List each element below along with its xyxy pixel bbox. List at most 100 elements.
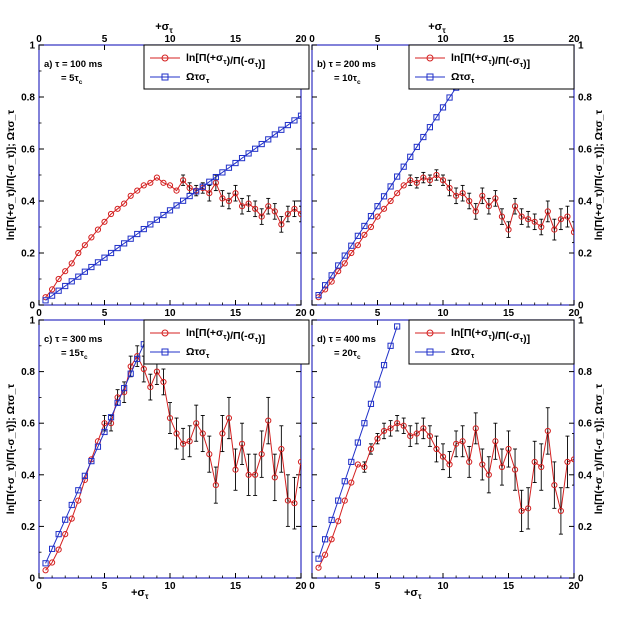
data-point-circle bbox=[278, 221, 285, 228]
panel-a: 005510101515202000.20.40.60.81ln[Π(+σ_τ)… bbox=[5, 21, 310, 319]
data-point-circle bbox=[206, 190, 213, 197]
y-tick-label: 0.6 bbox=[21, 419, 35, 430]
y-tick-label: 1 bbox=[578, 316, 584, 327]
data-point-circle bbox=[284, 210, 291, 218]
data-point-circle bbox=[297, 458, 301, 465]
panel-label-tau: = 20τc bbox=[334, 348, 361, 361]
y-tick-label: 0.8 bbox=[578, 367, 592, 378]
data-point-square bbox=[127, 370, 134, 377]
data-point-circle bbox=[75, 249, 82, 257]
data-point-square bbox=[407, 153, 414, 160]
x-axis-label-bottom-main: +σ bbox=[131, 587, 145, 599]
x-axis-label-bottom: +στ bbox=[404, 587, 422, 601]
data-point-circle bbox=[291, 500, 298, 507]
data-point-square bbox=[433, 114, 440, 121]
y-tick-label: 0.2 bbox=[21, 522, 35, 533]
legend-red-part: )/Π(-σ bbox=[492, 330, 520, 342]
data-point-circle bbox=[420, 174, 427, 181]
legend-label-blue: Ωτστ bbox=[186, 346, 210, 360]
data-point-circle bbox=[284, 497, 291, 504]
data-point-circle bbox=[258, 213, 265, 220]
data-point-circle bbox=[413, 430, 420, 437]
legend-red-part: )/Π(-σ bbox=[227, 330, 255, 342]
data-point-square bbox=[88, 263, 95, 271]
legend-marker-red bbox=[426, 54, 434, 62]
data-point-circle bbox=[107, 210, 115, 218]
data-point-circle bbox=[374, 435, 381, 442]
x-axis-label-top-sub: τ bbox=[169, 26, 173, 35]
data-point-circle bbox=[114, 205, 121, 212]
data-point-circle bbox=[173, 187, 180, 194]
data-point-circle bbox=[374, 213, 381, 220]
data-point-circle bbox=[271, 474, 278, 481]
data-point-square bbox=[81, 472, 88, 479]
legend: ln[Π(+στ)/Π(-στ)]Ωτστ bbox=[408, 319, 575, 365]
y-tick-label: 0 bbox=[578, 574, 584, 585]
panel-label-tau-sub: c bbox=[357, 79, 361, 86]
data-point-square bbox=[94, 443, 102, 450]
data-point-square bbox=[62, 516, 69, 523]
data-point-square bbox=[62, 282, 69, 290]
data-point-square bbox=[361, 420, 368, 427]
data-point-circle bbox=[498, 463, 506, 471]
legend-blue-main: Ωτσ bbox=[186, 71, 206, 83]
legend-marker-red bbox=[161, 54, 169, 62]
panel-d: 0 5 10 15 2000.20.40.60.81ln[Π(+σ_τ)/Π(-σ_τ)… bbox=[309, 316, 605, 602]
data-point-square bbox=[42, 560, 49, 567]
data-point-circle bbox=[147, 179, 154, 186]
legend-red-part: ln[Π(+σ bbox=[451, 52, 488, 64]
y-tick-label: 0.4 bbox=[578, 470, 592, 481]
y-axis-label: ln[Π(+σ_τ)/Π(-σ_τ)]; Ωτσ_τ bbox=[593, 110, 605, 241]
legend-box bbox=[143, 319, 310, 365]
data-point-circle bbox=[193, 420, 200, 427]
series-line-red bbox=[318, 174, 574, 298]
y-tick-label: 0 bbox=[578, 301, 584, 312]
x-tick-label-top: 20 bbox=[295, 34, 307, 45]
data-point-circle bbox=[492, 438, 499, 445]
legend-box bbox=[408, 44, 575, 90]
y-tick-label: 1 bbox=[578, 41, 584, 52]
legend-red-part: )] bbox=[258, 58, 265, 70]
data-point-square bbox=[354, 439, 361, 446]
x-axis-label-top: +στ bbox=[155, 21, 173, 35]
series-line-blue bbox=[318, 87, 457, 296]
x-tick-label-top: 15 bbox=[503, 34, 515, 45]
data-point-circle bbox=[206, 451, 213, 458]
data-point-circle bbox=[81, 476, 88, 484]
data-point-circle bbox=[225, 197, 233, 205]
series-line-blue bbox=[45, 115, 301, 301]
y-axis-label: ln[Π(+σ_τ)/Π(-σ_τ)]; Ωτσ_τ bbox=[5, 110, 17, 241]
data-point-circle bbox=[420, 425, 427, 432]
legend-red-part: ln[Π(+σ bbox=[451, 327, 488, 339]
data-point-circle bbox=[459, 438, 466, 445]
data-point-square bbox=[265, 136, 272, 143]
data-point-circle bbox=[485, 203, 492, 210]
data-point-circle bbox=[238, 440, 246, 447]
x-tick-label-top: 5 bbox=[102, 34, 108, 45]
data-point-circle bbox=[492, 195, 499, 202]
data-point-square bbox=[322, 282, 329, 289]
legend-marker-blue bbox=[161, 73, 169, 81]
legend-red-part: τ bbox=[488, 57, 492, 66]
x-axis-label-top-main: +σ bbox=[428, 21, 442, 33]
data-point-square bbox=[387, 342, 394, 349]
series-line-blue bbox=[318, 326, 398, 559]
y-tick-label: 0.2 bbox=[578, 249, 592, 260]
legend-red-part: τ bbox=[520, 335, 524, 344]
series-line-red bbox=[318, 422, 574, 568]
data-point-circle bbox=[315, 564, 322, 571]
legend-red-part: )] bbox=[523, 58, 530, 70]
data-point-square bbox=[374, 381, 381, 388]
data-point-circle bbox=[446, 184, 453, 192]
data-point-circle bbox=[265, 417, 272, 424]
data-point-square bbox=[166, 207, 174, 214]
legend-marker-blue bbox=[161, 348, 169, 356]
data-point-circle bbox=[219, 195, 226, 202]
legend-marker-red bbox=[161, 329, 169, 337]
data-point-square bbox=[127, 235, 134, 242]
data-point-circle bbox=[505, 445, 512, 453]
data-point-circle bbox=[538, 463, 545, 471]
data-point-circle bbox=[75, 497, 82, 504]
panel-label: c) τ = 300 ms bbox=[44, 334, 102, 345]
data-point-circle bbox=[166, 414, 174, 422]
